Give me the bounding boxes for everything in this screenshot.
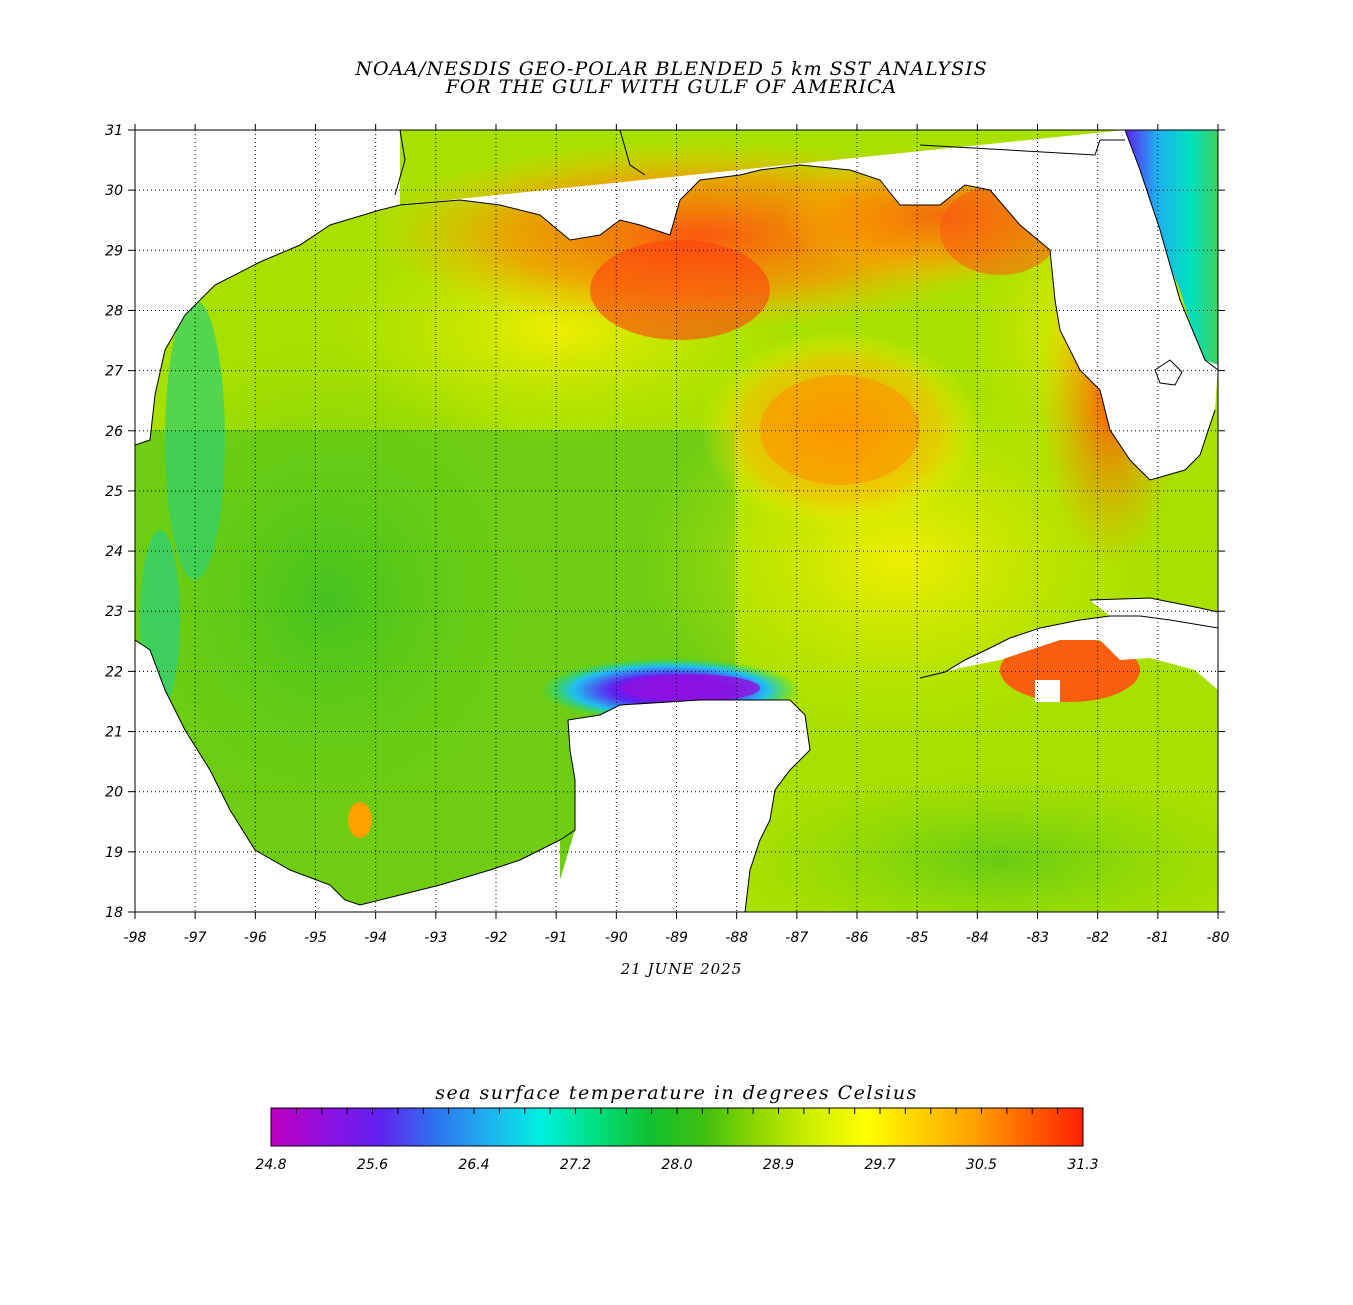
x-tick-label: -87 <box>785 930 808 946</box>
colorbar-tick-label: 28.9 <box>763 1157 794 1173</box>
y-tick-label: 31 <box>105 123 123 139</box>
analysis-date: 21 JUNE 2025 <box>620 960 743 978</box>
colorbar-tick-label: 25.6 <box>357 1157 388 1173</box>
map-title-line1: NOAA/NESDIS GEO-POLAR BLENDED 5 km SST A… <box>355 58 988 80</box>
x-tick-label: -93 <box>424 930 447 946</box>
x-tick-label: -88 <box>725 930 748 946</box>
x-tick-label: -98 <box>124 930 147 946</box>
y-tick-label: 20 <box>105 785 123 801</box>
colorbar-tick-label: 31.3 <box>1067 1157 1098 1173</box>
map-title-line2: FOR THE GULF WITH GULF OF AMERICA <box>445 76 898 98</box>
colorbar-tick-label: 24.8 <box>255 1157 286 1173</box>
x-tick-label: -91 <box>545 930 568 946</box>
colorbar-gradient <box>270 1107 1084 1147</box>
x-tick-label: -95 <box>304 930 327 946</box>
x-tick-label: -92 <box>485 930 508 946</box>
land-yucatan <box>560 700 810 912</box>
y-tick-label: 28 <box>105 303 123 319</box>
sst-map: -98 -97 -96 -95 -94 -93 -92 -91 -90 -89 -88 -87 -86 -… <box>105 123 1230 946</box>
x-tick-label: -81 <box>1146 930 1169 946</box>
x-tick-label: -82 <box>1086 930 1109 946</box>
land-north-america <box>135 130 1218 480</box>
colorbar-title: sea surface temperature in degrees Celsi… <box>435 1082 918 1104</box>
land-mexico-south <box>135 640 560 912</box>
lat-lon-grid <box>135 130 1218 912</box>
longitude-axis: -98 -97 -96 -95 -94 -93 -92 -91 -90 -89 -88 -87 -86 -… <box>124 124 1230 946</box>
y-tick-label: 24 <box>105 544 123 560</box>
y-tick-label: 19 <box>105 845 123 861</box>
colorbar-tick-label: 26.4 <box>458 1157 489 1173</box>
land-cuba <box>920 616 1218 690</box>
y-tick-label: 21 <box>105 725 123 741</box>
y-tick-label: 27 <box>105 364 123 380</box>
colorbar-tick-label: 27.2 <box>560 1157 591 1173</box>
y-tick-label: 29 <box>105 243 123 259</box>
x-tick-label: -96 <box>244 930 267 946</box>
colorbar-ticks: 24.8 25.6 26.4 27.2 28.0 28.9 29.7 30.5 31.3 <box>255 1108 1099 1173</box>
x-tick-label: -83 <box>1026 930 1049 946</box>
x-tick-label: -80 <box>1207 930 1230 946</box>
x-tick-label: -85 <box>906 930 929 946</box>
latitude-axis: 18 19 20 21 22 23 24 25 26 27 28 29 30 31 <box>105 123 1225 921</box>
colorbar-tick-label: 30.5 <box>966 1157 997 1173</box>
y-tick-label: 30 <box>105 183 123 199</box>
x-tick-label: -94 <box>364 930 387 946</box>
colorbar-tick-label: 29.7 <box>864 1157 895 1173</box>
colorbar-tick-label: 28.0 <box>661 1157 692 1173</box>
y-tick-label: 18 <box>105 905 123 921</box>
x-tick-label: -86 <box>846 930 869 946</box>
x-tick-label: -97 <box>184 930 207 946</box>
sst-field <box>135 130 1218 912</box>
y-tick-label: 22 <box>105 664 123 680</box>
x-tick-label: -90 <box>605 930 628 946</box>
y-tick-label: 23 <box>105 604 123 620</box>
y-tick-label: 26 <box>105 424 123 440</box>
y-tick-label: 25 <box>105 484 123 500</box>
x-tick-label: -89 <box>665 930 688 946</box>
x-tick-label: -84 <box>966 930 989 946</box>
